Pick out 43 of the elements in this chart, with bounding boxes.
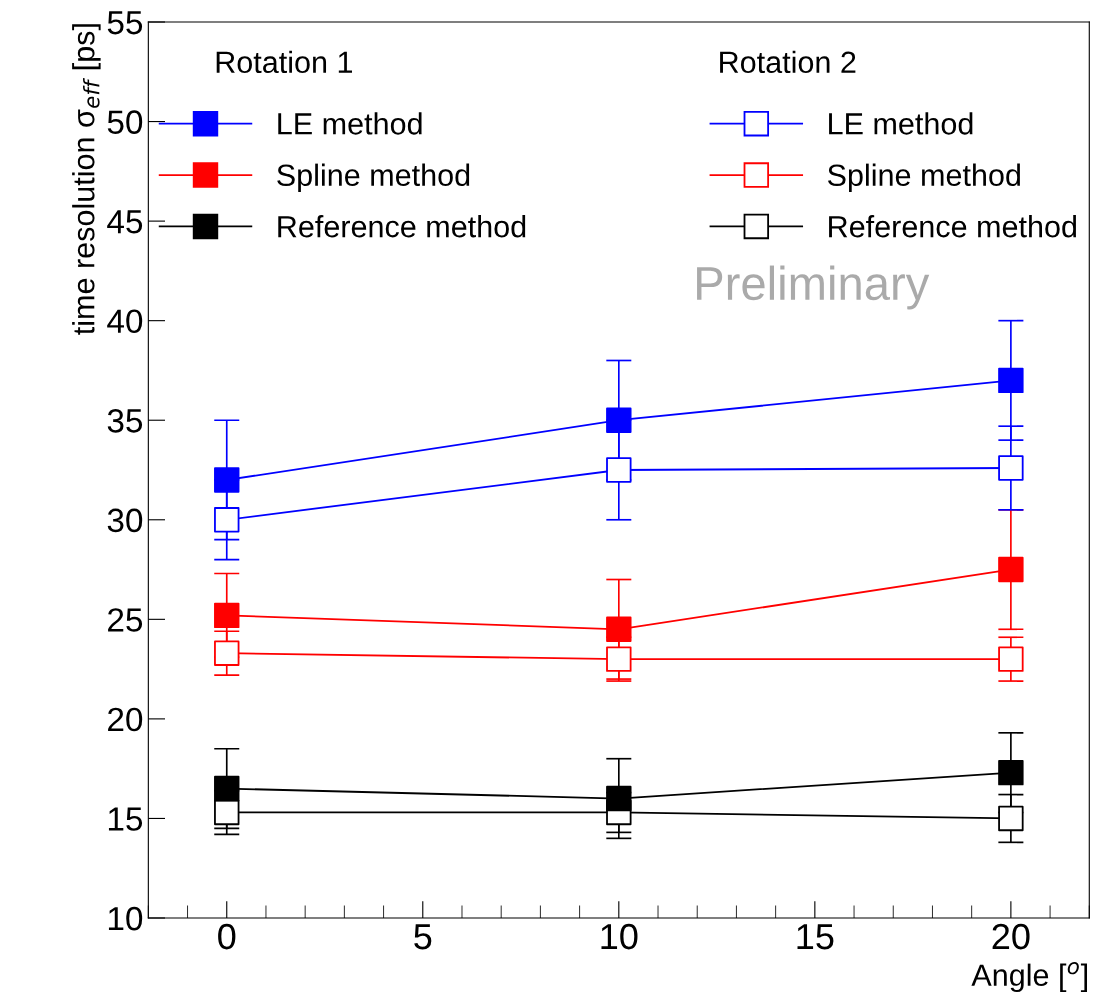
y-tick-label: 25	[108, 608, 143, 632]
point	[214, 799, 240, 826]
y-tick-label: 35	[107, 409, 143, 433]
y-axis-title: time resolution σ$_{eff}$ [ps]	[72, 24, 101, 335]
point	[214, 467, 240, 493]
point	[606, 646, 632, 672]
legend-label: Spline method	[277, 163, 470, 193]
y-tick-label: 50	[107, 110, 143, 134]
legend-label: LE method	[829, 112, 973, 135]
point	[998, 759, 1024, 786]
y-tick-label: 55	[107, 11, 143, 35]
x-tick-label: 0	[218, 923, 236, 950]
x-axis-title: Angle [$^{o}$]	[971, 962, 1087, 993]
point	[214, 602, 240, 629]
point	[998, 556, 1024, 583]
point	[606, 616, 632, 642]
point	[214, 507, 240, 533]
point	[998, 367, 1024, 394]
point	[606, 457, 632, 483]
point	[998, 805, 1024, 832]
x-tick-label: 10	[601, 923, 638, 950]
legend-label: Reference method	[278, 215, 526, 238]
legend-label: Spline method	[827, 163, 1020, 193]
legend-label: Reference method	[829, 215, 1076, 238]
annotation: Rotation 1	[216, 50, 352, 74]
x-tick-label: 20	[992, 923, 1030, 950]
y-tick-label: 10	[108, 906, 143, 931]
x-tick-label: 5	[414, 924, 432, 950]
annotation: Rotation 2	[720, 50, 856, 74]
point	[998, 455, 1024, 481]
annotation: Preliminary	[697, 265, 930, 310]
point	[606, 407, 632, 433]
legend-label: LE method	[278, 112, 422, 135]
y-tick-label: 15	[108, 807, 143, 831]
point	[214, 775, 240, 802]
point	[606, 785, 632, 812]
point	[214, 640, 240, 666]
y-tick-label: 40	[107, 309, 143, 334]
x-tick-label: 15	[797, 924, 834, 950]
y-tick-label: 45	[107, 210, 143, 234]
y-tick-label: 30	[107, 508, 143, 533]
y-tick-label: 20	[108, 707, 143, 732]
point	[998, 646, 1024, 672]
